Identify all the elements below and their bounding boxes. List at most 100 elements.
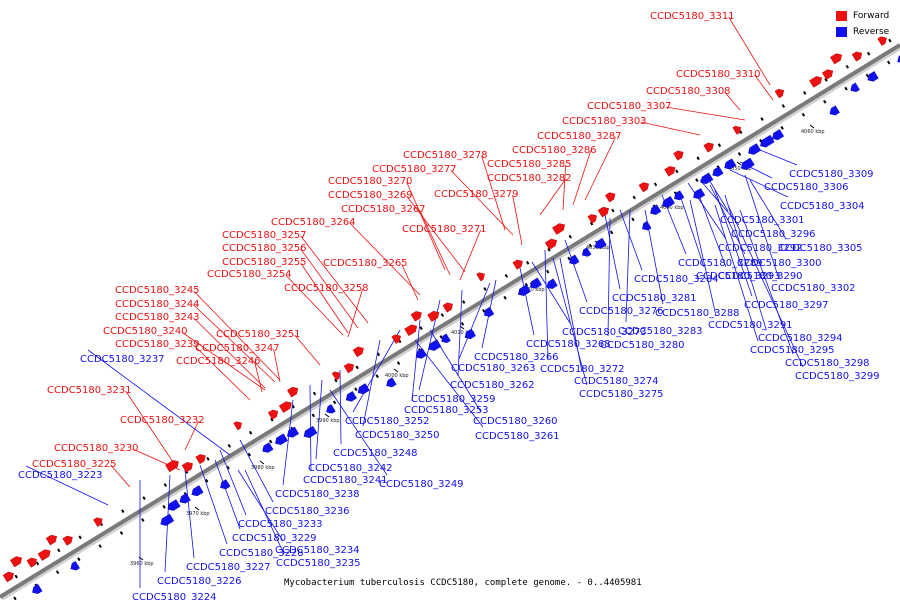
forward-gene-arrow [2,571,14,583]
forward-gene-label: CCDC5180_3271 [402,224,487,235]
reverse-gene-arrow [748,143,762,155]
reverse-gene-arrow [262,442,274,453]
forward-gene-label: CCDC5180_3244 [115,299,200,310]
forward-leader-line [193,317,266,389]
forward-gene-arrow [352,346,364,358]
forward-leader-line [512,194,523,246]
reverse-leader-line [414,339,484,428]
reverse-leader-line [739,209,794,355]
reverse-leader-line [552,257,588,386]
kbp-tick-label: 4050 kbp [728,166,752,172]
reverse-gene-arrow [303,425,318,438]
reverse-leader-line [339,369,342,445]
axis-tick-mark [503,295,507,300]
legend-reverse: Reverse [836,24,900,40]
axis-tick-mark [247,452,252,457]
forward-leader-line [273,348,281,383]
forward-gene-label: CCDC5180_3251 [216,329,301,340]
reverse-leader-line [411,319,421,402]
axis-tick-mark [311,413,315,418]
reverse-gene-label: CCDC5180_3228 [219,548,304,559]
forward-leader-line [450,169,514,236]
reverse-gene-arrow [275,433,288,445]
forward-gene-arrow [62,535,73,546]
forward-gene-arrow [233,421,242,431]
reverse-leader-line [619,209,643,271]
reverse-gene-arrow [693,188,706,200]
forward-leader-line [401,263,419,301]
reverse-gene-label: CCDC5180_3248 [333,448,418,459]
reverse-gene-label: CCDC5180_3223 [18,470,103,481]
reverse-gene-label: CCDC5180_3229 [232,533,317,544]
reverse-leader-line [237,469,284,542]
forward-leader-line [300,248,359,329]
forward-leader-line [347,288,364,338]
reverse-gene-arrow [581,247,592,257]
forward-leader-line [584,136,617,201]
reverse-leader-line [244,469,285,555]
reverse-gene-arrow [441,333,451,343]
kbp-tick-label: 4020 kbp [521,287,545,293]
reverse-leader-line [707,177,729,212]
forward-gene-label: CCDC5180_3255 [222,257,307,268]
forward-leader-line [406,181,446,271]
reverse-gene-label: CCDC5180_3250 [355,430,440,441]
reverse-gene-arrow [415,348,427,359]
reverse-swatch [836,27,847,37]
reverse-gene-label: CCDC5180_3266 [474,352,559,363]
axis-line [0,43,900,599]
forward-leader-line [562,164,567,211]
kbp-tick-label: 3980 kbp [251,465,275,471]
kbp-tick-label: 3990 kbp [316,418,340,424]
reverse-leader-line [352,329,401,413]
forward-leader-line [110,464,131,488]
reverse-gene-arrow [529,277,542,289]
axis-tick-mark [57,548,61,553]
gene-labels: CCDC5180_3311 CCDC5180_3310 CCDC5180_3308 C… [18,11,880,600]
axis-tick-mark [609,230,614,235]
forward-gene-arrow [427,310,440,322]
reverse-gene-label: CCDC5180_3292 [718,243,803,254]
reverse-gene-label: CCDC5180_3226 [157,576,242,587]
axis-tick-mark [568,234,572,239]
axis-tick-mark [98,544,102,549]
axis-tick-mark [78,535,82,540]
kbp-tick [736,161,742,166]
reverse-leader-line [184,469,195,559]
reverse-leader-line [362,339,381,427]
legend: Forward Reverse [836,8,900,40]
forward-gene-arrow [821,69,834,80]
reverse-gene-label: CCDC5180_3297 [744,300,829,311]
axis-tick-mark [482,308,486,313]
forward-leader-line [724,91,741,111]
reverse-leader-line [25,465,109,506]
axis-tick-mark [55,570,60,575]
axis-tick-mark [312,391,317,396]
genome-caption: Mycobacterium tuberculosis CCDC5180, com… [284,578,642,588]
reverse-gene-arrow [518,284,531,296]
kbp-tick [194,506,200,511]
reverse-gene-arrow [191,485,204,497]
axis-tick-mark [588,243,593,248]
reverse-gene-arrow [386,377,397,388]
reverse-gene-label: CCDC5180_3259 [411,394,496,405]
forward-leader-line [572,150,592,206]
axis-tick-mark [823,99,827,104]
reverse-gene-arrow [850,82,860,93]
reverse-gene-arrow [179,493,191,504]
reverse-gene-label: CCDC5180_3276 [579,306,664,317]
reverse-gene-label: CCDC5180_3261 [475,431,560,442]
axis-tick-mark [227,443,231,448]
reverse-leader-line [214,459,241,530]
forward-leader-line [754,74,774,101]
axis-tick-mark [375,374,379,379]
axis-tick-mark [801,112,806,117]
forward-swatch [836,11,847,21]
reverse-gene-label: CCDC5180_3289 [678,258,763,269]
reverse-gene-label: CCDC5180_3273 [562,327,647,338]
axis-tick-mark [163,483,168,487]
reverse-gene-label: CCDC5180_3291 [708,320,793,331]
reverse-gene-label: CCDC5180_3235 [276,558,361,569]
axis-tick-mark [717,143,722,148]
